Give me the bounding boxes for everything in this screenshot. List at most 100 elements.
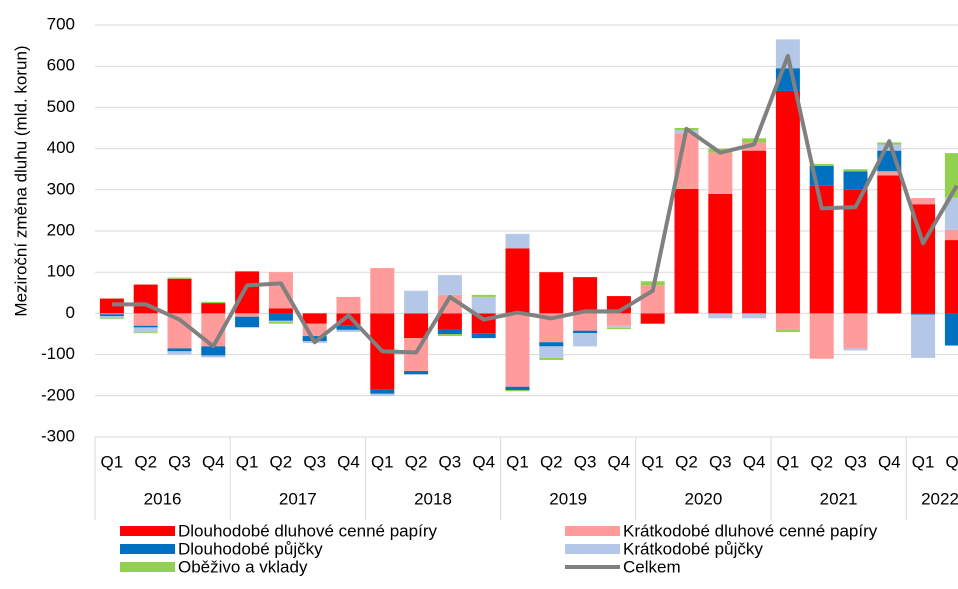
bar	[133, 327, 158, 333]
bar	[505, 386, 530, 391]
x-tick-label: Q3	[844, 452, 867, 471]
bar	[742, 142, 767, 151]
bar	[944, 240, 958, 314]
bar	[133, 325, 158, 328]
y-tick-label: 200	[47, 220, 75, 239]
bar	[843, 348, 868, 351]
bar	[370, 393, 395, 396]
y-tick-label: -200	[41, 385, 75, 404]
x-tick-label: Q4	[337, 452, 360, 471]
bar	[573, 277, 598, 314]
x-tick-label: Q3	[439, 452, 462, 471]
bar	[843, 169, 868, 172]
bar	[268, 320, 293, 323]
x-group-label: 2020	[684, 489, 722, 508]
bar	[201, 346, 226, 356]
y-tick-label: 700	[47, 14, 75, 33]
x-group-label: 2017	[279, 489, 317, 508]
bar	[877, 171, 902, 176]
bar	[201, 301, 226, 304]
x-tick-label: Q2	[946, 452, 958, 471]
x-tick-label: Q1	[101, 452, 124, 471]
bar	[708, 152, 733, 194]
bar	[505, 233, 530, 249]
bar	[775, 90, 800, 314]
bar	[944, 313, 958, 346]
bar	[775, 313, 800, 330]
bar	[235, 326, 260, 328]
bar	[742, 313, 767, 319]
legend-label: Krátkodobé půjčky	[623, 539, 763, 558]
x-group-label: 2018	[414, 489, 452, 508]
legend-label: Krátkodobé dluhové cenné papíry	[623, 521, 878, 540]
bar	[809, 163, 834, 166]
bar	[911, 314, 936, 358]
x-group-label: 2022	[921, 489, 958, 508]
bar	[539, 342, 564, 347]
bar	[235, 271, 260, 314]
bar	[606, 313, 631, 326]
x-tick-label: Q2	[810, 452, 833, 471]
bar	[809, 313, 834, 359]
bar	[201, 355, 226, 358]
bar	[843, 189, 868, 314]
bar	[471, 333, 496, 339]
y-axis-label: Meziroční změna dluhu (mld. korun)	[11, 45, 30, 316]
bar	[437, 275, 462, 295]
bar	[167, 277, 192, 279]
bar	[573, 330, 598, 334]
bar	[437, 329, 462, 334]
bar	[404, 290, 429, 314]
legend-label: Oběživo a vklady	[178, 557, 308, 576]
bar	[167, 348, 192, 352]
bar	[505, 313, 530, 387]
bar	[573, 333, 598, 347]
bar	[775, 329, 800, 332]
bar	[133, 332, 158, 334]
x-tick-label: Q4	[202, 452, 225, 471]
bar	[911, 313, 936, 315]
bar	[843, 313, 868, 349]
bar	[742, 150, 767, 314]
bar	[505, 390, 530, 392]
bar	[336, 296, 361, 314]
x-tick-label: Q1	[912, 452, 935, 471]
bar	[235, 313, 260, 317]
bar	[99, 316, 124, 319]
x-tick-label: Q3	[303, 452, 326, 471]
bar	[336, 329, 361, 332]
bar	[235, 316, 260, 327]
x-tick-label: Q4	[878, 452, 901, 471]
line	[111, 53, 958, 355]
legend-swatch	[565, 526, 620, 536]
bar	[606, 327, 631, 330]
bar	[99, 313, 124, 315]
bar	[133, 313, 158, 326]
y-tick-label: 100	[47, 262, 75, 281]
bar	[877, 175, 902, 314]
bar	[167, 278, 192, 314]
x-group-label: 2021	[820, 489, 858, 508]
y-tick-label: -100	[41, 344, 75, 363]
x-tick-label: Q1	[506, 452, 529, 471]
x-tick-label: Q3	[709, 452, 732, 471]
bar	[640, 313, 665, 324]
bar	[201, 303, 226, 314]
legend-label: Dlouhodobé dluhové cenné papíry	[178, 521, 437, 540]
y-tick-label: 300	[47, 179, 75, 198]
bar	[404, 313, 429, 339]
bar	[539, 272, 564, 314]
x-tick-label: Q3	[168, 452, 191, 471]
bar	[944, 197, 958, 230]
legend-label: Celkem	[623, 557, 681, 576]
bar	[99, 314, 124, 317]
legend-swatch	[120, 544, 175, 554]
x-tick-label: Q1	[641, 452, 664, 471]
bar	[708, 193, 733, 314]
x-tick-label: Q2	[405, 452, 428, 471]
x-tick-label: Q1	[371, 452, 394, 471]
x-tick-label: Q4	[608, 452, 631, 471]
bar	[336, 325, 361, 330]
y-tick-label: 600	[47, 56, 75, 75]
